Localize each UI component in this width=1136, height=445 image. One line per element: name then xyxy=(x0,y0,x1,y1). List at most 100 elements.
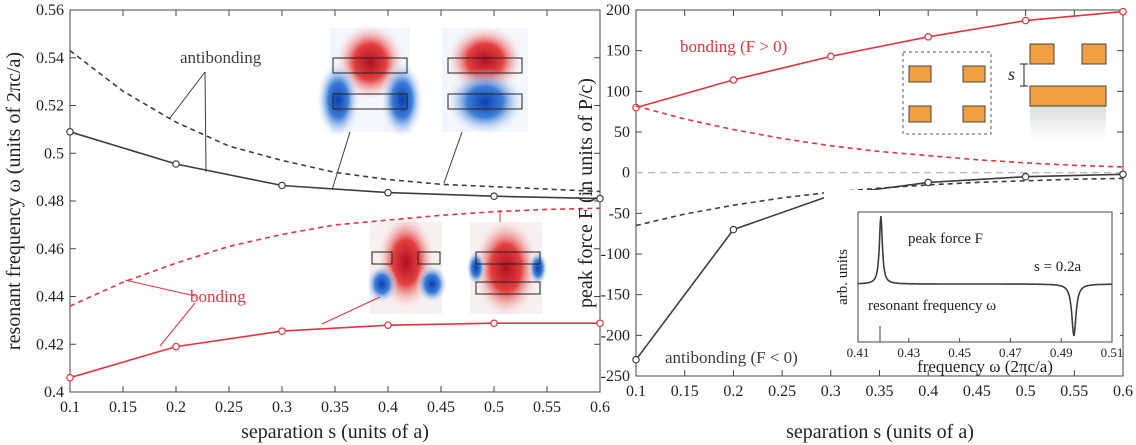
dashed-unit-cell-diagram xyxy=(902,51,992,135)
inset-x-axis-label: frequency ω (2πc/a) xyxy=(917,357,1053,376)
inset-x-tick-label: 0.49 xyxy=(1050,345,1073,360)
bonding-force-label: bonding (F > 0) xyxy=(680,37,787,56)
x-tick-label: 0.35 xyxy=(866,383,894,400)
x-tick-label: 0.25 xyxy=(215,399,243,416)
inset-x-tick-label: 0.43 xyxy=(897,345,920,360)
y-tick-label: 0.42 xyxy=(36,336,64,353)
x-tick-label: 0.55 xyxy=(533,399,561,416)
inset-x-tick-label: 0.51 xyxy=(1101,345,1124,360)
x-tick-label: 0.5 xyxy=(484,399,504,416)
x-tick-label: 0.6 xyxy=(590,399,610,416)
series-line xyxy=(69,49,601,193)
y-tick-label: 100 xyxy=(606,83,630,100)
data-point-marker xyxy=(490,319,498,328)
x-tick-label: 0.15 xyxy=(109,399,137,416)
left-series-group xyxy=(66,49,604,382)
y-tick-label: -150 xyxy=(601,287,630,304)
data-point-marker xyxy=(172,342,180,351)
x-tick-label: 0.25 xyxy=(768,383,796,400)
field-pointer-line xyxy=(443,131,463,184)
data-point-marker xyxy=(172,160,180,168)
series-line xyxy=(69,131,601,200)
y-tick-label: 0.52 xyxy=(36,98,64,115)
left-axis-ticks: 0.1 0.15 0.2 0.25 0.3 0.35 0.4 0.45 0.5 0.55 0.6 0.… xyxy=(36,2,610,416)
data-point-marker xyxy=(1021,172,1030,181)
separation-s-label: s xyxy=(1008,64,1015,84)
x-tick-label: 0.4 xyxy=(378,399,398,416)
data-point-marker xyxy=(66,127,74,136)
y-tick-label: 0 xyxy=(622,165,630,182)
spectrum-inset: 0.41 0.43 0.45 0.47 0.49 0.51 peak force F s … xyxy=(824,190,1123,376)
inset-x-tick-label: 0.47 xyxy=(999,345,1022,360)
inset-frame xyxy=(857,211,1113,343)
antibonding-label: antibonding xyxy=(180,48,262,67)
y-tick-label: 50 xyxy=(614,124,630,141)
left-x-axis-label: separation s (units of a) xyxy=(241,421,429,443)
slab-separation-diagram: s xyxy=(1008,43,1107,140)
x-tick-label: 0.45 xyxy=(427,399,455,416)
right-chart-panel: 0.1 0.15 0.2 0.25 0.3 0.35 0.4 0.45 0.5 0.55 0.6 -2… xyxy=(575,2,1133,443)
inset-x-tick-label: 0.41 xyxy=(847,345,870,360)
data-point-marker xyxy=(729,76,738,84)
x-tick-label: 0.1 xyxy=(60,399,80,416)
x-tick-label: 0.6 xyxy=(1113,383,1133,400)
antibonding-field-image-1 xyxy=(316,22,424,140)
data-point-marker xyxy=(278,181,286,190)
x-tick-label: 0.5 xyxy=(1016,383,1036,400)
y-tick-label: 0.5 xyxy=(44,145,64,162)
peak-force-label: peak force F xyxy=(908,231,983,247)
s-value-label: s = 0.2a xyxy=(1034,259,1082,275)
data-point-marker xyxy=(490,192,498,201)
series-line xyxy=(69,322,600,379)
data-point-marker xyxy=(384,188,392,197)
data-point-marker xyxy=(596,194,604,203)
antibonding-pointer-line xyxy=(169,71,206,119)
y-tick-label: -100 xyxy=(601,246,630,263)
left-chart-panel: 0.1 0.15 0.2 0.25 0.3 0.35 0.4 0.45 0.5 0.55 0.6 0.… xyxy=(3,2,610,443)
y-tick-label: 0.44 xyxy=(36,289,64,306)
x-tick-label: 0.55 xyxy=(1060,383,1088,400)
x-tick-label: 0.45 xyxy=(963,383,991,400)
bonding-pointer-line xyxy=(159,302,196,347)
data-point-marker xyxy=(1021,16,1030,25)
right-axis-ticks: 0.1 0.15 0.2 0.25 0.3 0.35 0.4 0.45 0.5 0.55 0.6 -2… xyxy=(601,2,1133,400)
x-tick-label: 0.2 xyxy=(723,383,743,400)
x-tick-label: 0.1 xyxy=(626,383,646,400)
series-line xyxy=(635,10,1124,109)
y-tick-label: 0.54 xyxy=(36,50,64,67)
antibonding-pointer-line xyxy=(204,71,207,173)
data-point-marker xyxy=(66,373,74,382)
data-point-marker xyxy=(632,355,640,364)
inset-spectrum-curve xyxy=(858,215,1112,337)
y-tick-label: 0.4 xyxy=(44,384,64,401)
inset-background xyxy=(824,190,1120,370)
bonding-field-image-1 xyxy=(366,212,448,314)
field-pointer-line xyxy=(331,131,351,191)
bonding-label: bonding xyxy=(190,287,246,306)
y-tick-label: 150 xyxy=(606,43,630,60)
data-point-marker xyxy=(384,321,392,329)
left-y-axis-label: resonant frequency ω (units of 2πc/a) xyxy=(3,52,25,350)
y-tick-label: -200 xyxy=(601,327,630,344)
resonant-frequency-label: resonant frequency ω xyxy=(868,298,996,314)
data-point-marker xyxy=(1119,7,1127,16)
x-tick-label: 0.3 xyxy=(272,399,292,416)
data-point-marker xyxy=(278,327,286,335)
data-point-marker xyxy=(596,319,604,328)
inset-axis-ticks: 0.41 0.43 0.45 0.47 0.49 0.51 xyxy=(847,338,1124,360)
inset-y-axis-label: arb. units xyxy=(835,249,851,305)
bonding-pointer-line xyxy=(124,279,196,297)
y-tick-label: 0.56 xyxy=(36,2,64,19)
field-pointer-line xyxy=(321,296,381,325)
inset-x-tick-label: 0.45 xyxy=(948,345,971,360)
x-tick-label: 0.35 xyxy=(321,399,349,416)
bonding-field-image-2 xyxy=(466,216,548,320)
data-point-marker xyxy=(924,33,933,41)
antibonding-force-label: antibonding (F < 0) xyxy=(665,348,798,367)
series-line xyxy=(635,177,1124,227)
data-point-marker xyxy=(826,52,835,61)
y-tick-label: 0.48 xyxy=(36,193,64,210)
series-line xyxy=(635,105,1124,168)
y-tick-label: 0.46 xyxy=(36,241,64,258)
